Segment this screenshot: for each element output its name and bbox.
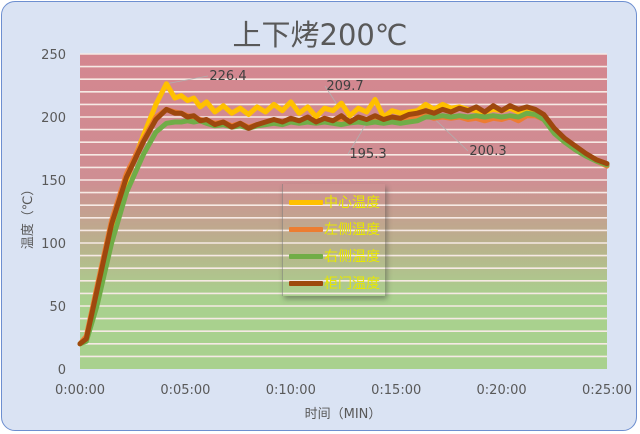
series-line[interactable] <box>77 110 610 347</box>
x-tick-label: 0:25:00 <box>582 383 632 398</box>
x-tick-label: 0:00:00 <box>55 383 105 398</box>
y-tick-label: 150 <box>41 174 66 189</box>
x-tick-label: 0:15:00 <box>371 383 421 398</box>
annotation-leaders <box>166 75 469 155</box>
annotation-leader <box>431 116 469 152</box>
y-axis-title: 温度（℃） <box>20 183 36 250</box>
legend-item-center[interactable]: 中心温度 <box>289 192 380 212</box>
annotation-label: 200.3 <box>469 144 506 159</box>
annotation-label: 195.3 <box>349 147 386 162</box>
series-line[interactable] <box>77 103 610 347</box>
legend-label: 柜门温度 <box>324 276 380 292</box>
x-axis-title: 时间（MIN） <box>305 407 382 422</box>
legend-label: 中心温度 <box>324 195 380 211</box>
y-tick-label: 0 <box>58 363 66 378</box>
y-tick-label: 200 <box>41 111 66 126</box>
x-tick-label: 0:10:00 <box>266 383 316 398</box>
y-tick-label: 50 <box>49 300 66 315</box>
legend-swatch-door <box>289 280 323 286</box>
annotation-label: 226.4 <box>209 69 246 84</box>
legend-item-left[interactable]: 左侧温度 <box>289 219 380 239</box>
y-tick-label: 250 <box>41 48 66 63</box>
x-tick-label: 0:20:00 <box>477 383 527 398</box>
legend-label: 左侧温度 <box>324 222 380 238</box>
gridlines <box>80 53 607 358</box>
y-axis-ticks: 0 50 100 150 200 250 <box>41 48 66 378</box>
x-tick-label: 0:05:00 <box>160 383 210 398</box>
legend-swatch-left <box>289 226 323 232</box>
data-series <box>77 81 610 347</box>
legend-item-right[interactable]: 右侧温度 <box>289 246 380 266</box>
legend-item-door[interactable]: 柜门温度 <box>289 273 380 293</box>
legend-swatch-center <box>289 199 323 205</box>
y-tick-label: 100 <box>41 237 66 252</box>
x-axis-ticks: 0:00:00 0:05:00 0:10:00 0:15:00 0:20:00 0:25:… <box>55 383 632 398</box>
chart-title: 上下烤200℃ <box>232 18 408 52</box>
annotation-leader <box>324 85 338 105</box>
annotation-leader <box>347 122 368 155</box>
legend-label: 右侧温度 <box>324 249 380 265</box>
annotation-leader <box>166 75 209 85</box>
data-annotations: 226.4 209.7 195.3 200.3 <box>209 69 506 162</box>
legend-swatch-right <box>289 253 323 259</box>
annotation-label: 209.7 <box>326 79 363 94</box>
legend: 中心温度 左侧温度 右侧温度 柜门温度 <box>282 184 385 296</box>
